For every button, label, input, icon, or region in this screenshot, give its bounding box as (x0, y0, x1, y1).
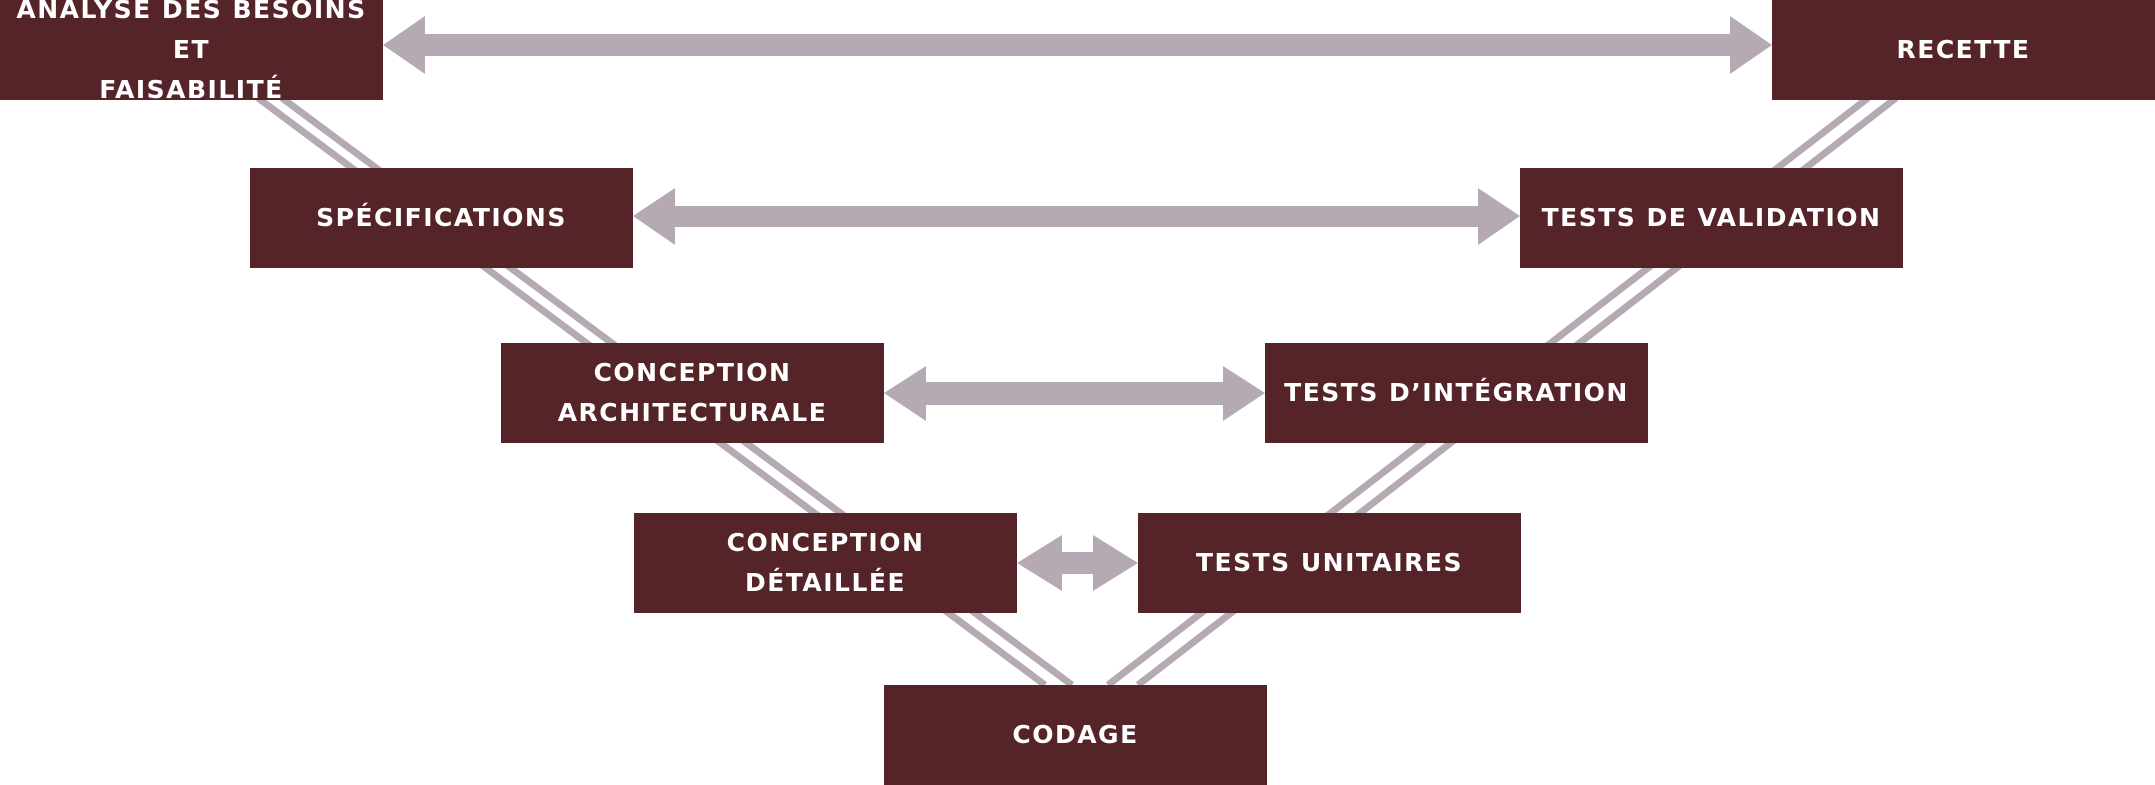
correspondence-arrows (383, 16, 1772, 591)
arrow-specs-tests-validation (633, 188, 1520, 245)
arrow-conception-det-tests-unitaires (1017, 535, 1138, 591)
stage-tests-integration-box: TESTS D’INTÉGRATION (1265, 343, 1648, 443)
stage-specifications-box: SPÉCIFICATIONS (250, 168, 633, 268)
stage-codage-box: CODAGE (884, 685, 1267, 785)
stage-tests-unitaires-box: TESTS UNITAIRES (1138, 513, 1521, 613)
stage-conception-architecturale-box: CONCEPTION ARCHITECTURALE (501, 343, 884, 443)
stage-tests-validation-box: TESTS DE VALIDATION (1520, 168, 1903, 268)
stage-recette-box: RECETTE (1772, 0, 2155, 100)
arrow-analyse-recette (383, 16, 1772, 74)
arrow-conception-arch-tests-integration (884, 366, 1265, 421)
stage-conception-detaillee-box: CONCEPTION DÉTAILLÉE (634, 513, 1017, 613)
stage-analyse-box: ANALYSE DES BESOINS ET FAISABILITÉ (0, 0, 383, 104)
